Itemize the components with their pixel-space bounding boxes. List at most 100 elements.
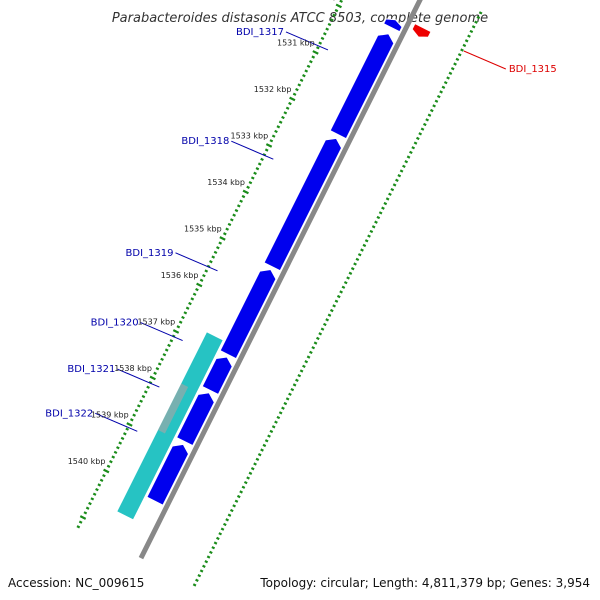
gc-track — [117, 332, 223, 520]
outer-tick-mark — [248, 471, 253, 475]
tick-mark — [309, 60, 313, 64]
outer-tick-mark — [350, 267, 355, 271]
tick-mark — [162, 353, 167, 357]
outer-tick-mark — [383, 201, 388, 206]
outer-tick-mark — [388, 192, 392, 196]
tick-mark — [195, 287, 199, 292]
outer-tick-mark — [295, 378, 299, 382]
outer-tick-mark — [409, 150, 413, 155]
gene-label-leader — [463, 50, 507, 70]
accession-text: Accession: NC_009615 — [8, 575, 145, 591]
outer-tick-mark — [204, 560, 209, 564]
gc-segment — [117, 332, 223, 520]
outer-tick-mark — [225, 518, 230, 522]
outer-tick-mark — [371, 225, 376, 229]
tick-mark — [257, 162, 262, 166]
tick-mark — [211, 255, 216, 259]
tick-mark — [281, 115, 285, 120]
tick-mark — [88, 501, 92, 506]
tick-mark — [283, 111, 288, 115]
outer-tick-mark — [227, 513, 232, 517]
outer-tick-mark — [367, 234, 371, 238]
outer-tick-mark — [448, 71, 453, 75]
tick-mark — [229, 218, 234, 222]
outer-tick-mark — [469, 29, 474, 34]
tick-label: 1537 kbp — [137, 318, 175, 327]
tick-mark — [262, 153, 267, 157]
outer-tick-mark — [392, 183, 397, 187]
outer-tick-mark — [283, 401, 288, 406]
tick-mark — [95, 487, 99, 492]
outer-tick-mark — [339, 290, 343, 294]
tick-mark — [92, 492, 97, 496]
outer-tick-mark — [346, 276, 350, 280]
map-title: Parabacteroides distasonis ATCC 8503, co… — [112, 11, 488, 26]
outer-tick-mark — [397, 174, 402, 178]
tick-mark — [323, 32, 327, 36]
outer-tick-mark — [285, 397, 290, 401]
gene-label-leader — [117, 368, 160, 388]
outer-tick-mark — [281, 406, 285, 410]
outer-tick-mark — [355, 257, 360, 262]
backbone-line — [138, 0, 423, 560]
tick-mark — [116, 446, 120, 450]
outer-tick-mark — [276, 415, 281, 420]
tick-mark — [83, 511, 88, 515]
outer-tick-mark — [406, 155, 411, 159]
tick-mark — [123, 432, 127, 436]
outer-tick-mark — [239, 490, 243, 494]
tick-mark — [318, 41, 323, 45]
outer-tick-mark — [216, 536, 220, 541]
outer-tick-mark — [334, 299, 339, 303]
tick-mark — [253, 171, 257, 175]
outer-tick-mark — [327, 313, 332, 317]
tick-track — [76, 0, 483, 587]
outer-tick-mark — [476, 15, 481, 20]
outer-tick-mark — [374, 220, 378, 224]
tick-mark — [97, 483, 102, 487]
outer-tick-mark — [299, 369, 304, 373]
tick-mark — [302, 74, 306, 78]
tick-mark — [288, 101, 292, 106]
tick-mark — [218, 241, 223, 245]
tick-label: 1535 kbp — [184, 225, 222, 234]
tick-mark — [146, 385, 150, 389]
outer-tick-mark — [443, 80, 448, 85]
outer-tick-mark — [436, 94, 441, 99]
tick-labels: 1530 kbp 1531 kbp 1532 kbp 1533 kbp 1534 kbp… — [68, 0, 338, 466]
outer-tick-mark — [323, 322, 327, 327]
tick-mark — [248, 180, 253, 185]
gene-label: BDI_1318 — [181, 136, 229, 147]
outer-tick-mark — [376, 215, 381, 220]
tick-mark — [225, 227, 230, 231]
outer-tick-mark — [274, 420, 278, 424]
tick-mark — [299, 78, 304, 82]
outer-tick-mark — [329, 308, 334, 313]
outer-tick-mark — [462, 43, 467, 48]
outer-tick-mark — [336, 294, 341, 299]
tick-label: 1536 kbp — [161, 271, 199, 280]
outer-tick-mark — [390, 187, 395, 192]
tick-mark — [85, 506, 90, 510]
tick-mark — [132, 413, 136, 417]
tick-mark — [274, 129, 278, 134]
tick-label: 1540 kbp — [68, 457, 106, 466]
tick-mark — [196, 282, 203, 288]
outer-tick-mark — [360, 248, 364, 252]
outer-tick-mark — [453, 62, 457, 66]
outer-tick-mark — [202, 564, 206, 568]
outer-tick-mark — [399, 169, 404, 173]
tick-mark — [153, 371, 157, 375]
outer-tick-mark — [467, 34, 471, 38]
outer-tick-mark — [195, 578, 199, 582]
outer-tick-mark — [309, 350, 313, 355]
tick-mark — [285, 106, 290, 110]
gene-arrow — [201, 356, 233, 396]
tick-mark — [306, 64, 311, 69]
outer-tick-mark — [332, 304, 336, 308]
gene-label: BDI_1315 — [509, 64, 557, 75]
outer-tick-mark — [341, 285, 346, 289]
tick-mark — [190, 297, 195, 301]
tick-mark — [250, 176, 255, 180]
tick-mark — [289, 96, 296, 102]
